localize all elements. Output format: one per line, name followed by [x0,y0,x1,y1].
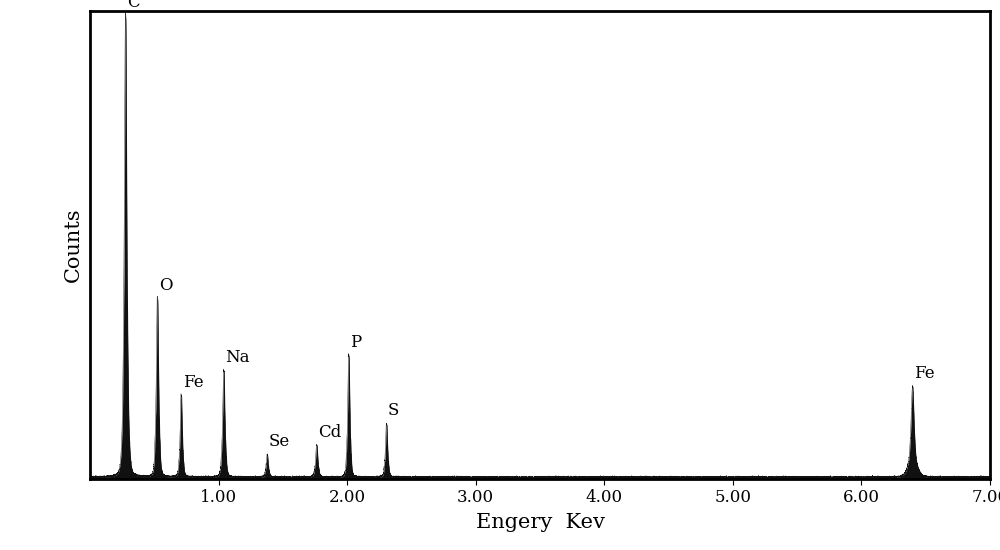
Text: Cd: Cd [318,424,341,441]
X-axis label: Engery  Kev: Engery Kev [476,513,604,532]
Text: Fe: Fe [914,365,935,382]
Text: O: O [159,277,172,294]
Text: C: C [127,0,140,11]
Text: P: P [350,334,361,351]
Text: Se: Se [269,433,290,450]
Text: Na: Na [225,349,250,366]
Text: Fe: Fe [183,375,203,391]
Y-axis label: Counts: Counts [64,207,83,282]
Text: S: S [388,403,399,420]
